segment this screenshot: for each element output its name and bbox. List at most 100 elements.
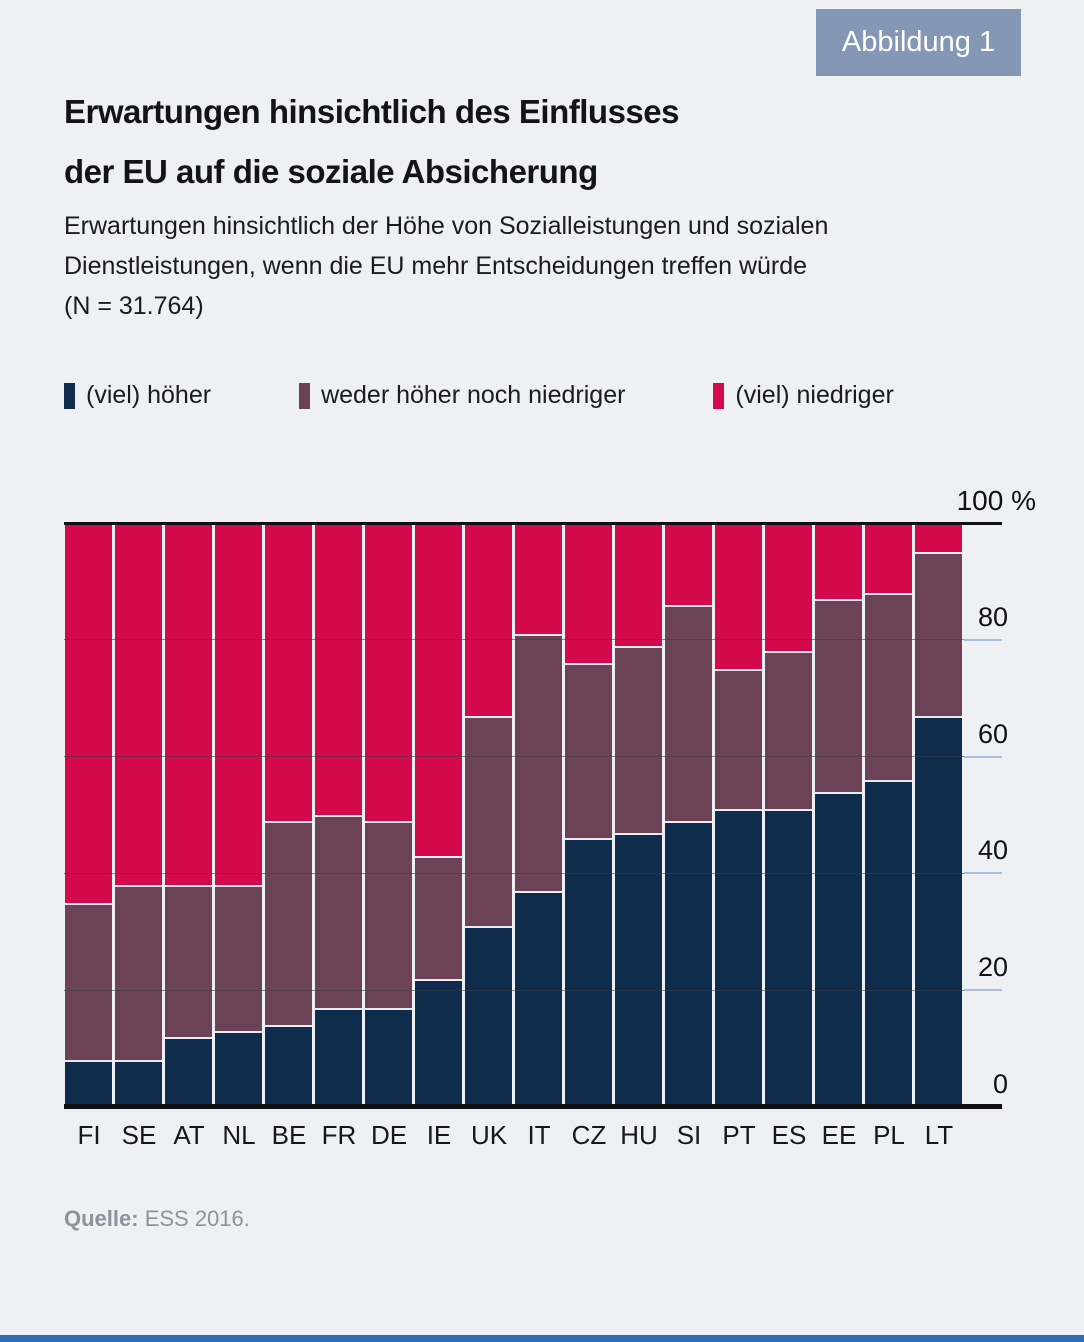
y-axis-label-20: 20	[977, 952, 1008, 983]
figure-subtitle: Erwartungen hinsichtlich der Höhe von So…	[64, 206, 828, 326]
x-axis-label-AT: AT	[173, 1120, 205, 1150]
y-tick-60	[964, 755, 1002, 758]
legend-item-1: weder höher noch niedriger	[299, 381, 625, 410]
gridline-40	[64, 872, 964, 874]
segment-LT-0	[915, 715, 962, 1107]
x-axis-label-EE: EE	[821, 1120, 857, 1150]
segment-UK-1	[465, 715, 512, 926]
segment-LT-1	[915, 552, 962, 716]
segment-FI-0	[65, 1060, 112, 1107]
legend-item-0: (viel) höher	[64, 381, 211, 410]
bar-EE	[815, 523, 862, 1107]
segment-IE-2	[415, 523, 462, 856]
segment-CZ-2	[565, 523, 612, 664]
x-axis-label-HU: HU	[620, 1120, 658, 1150]
figure-title-line1: Erwartungen hinsichtlich des Einflusses	[64, 93, 679, 130]
segment-ES-2	[765, 523, 812, 652]
y-axis-top-label: 100 %	[956, 485, 1036, 516]
figure-subtitle-line2: Dienstleistungen, wenn die EU mehr Entsc…	[64, 252, 808, 280]
gridline-20	[64, 989, 964, 991]
segment-DE-1	[365, 820, 412, 1008]
x-axis-label-BE: BE	[271, 1120, 307, 1150]
axis-line-100	[64, 522, 1002, 525]
segment-SI-0	[665, 820, 712, 1107]
legend-label: (viel) höher	[86, 381, 212, 409]
segment-AT-0	[165, 1036, 212, 1107]
y-tick-20	[964, 989, 1002, 992]
segment-EE-0	[815, 791, 862, 1107]
x-axis-label-UK: UK	[470, 1120, 508, 1150]
segment-AT-2	[165, 523, 212, 886]
y-tick-80	[964, 638, 1002, 641]
segment-PL-1	[865, 593, 912, 780]
figure-subtitle-line1: Erwartungen hinsichtlich der Höhe von So…	[64, 212, 829, 240]
legend-swatch-icon	[64, 382, 75, 409]
segment-EE-1	[815, 598, 862, 792]
figure-subtitle-line3: (N = 31.764)	[64, 292, 204, 320]
legend-swatch-icon	[299, 382, 311, 409]
segment-AT-1	[165, 885, 212, 1037]
bar-NL	[215, 523, 262, 1107]
segment-BE-1	[265, 820, 312, 1026]
legend-item-2: (viel) niedriger	[713, 381, 894, 410]
source-label: Quelle:	[64, 1206, 139, 1231]
segment-NL-1	[215, 885, 262, 1032]
segment-IT-0	[515, 890, 562, 1107]
y-tick-40	[964, 872, 1002, 875]
x-axis-label-SE: SE	[121, 1120, 157, 1150]
bar-CZ	[565, 523, 612, 1107]
segment-PT-2	[715, 523, 762, 669]
bar-ES	[765, 523, 812, 1107]
gridline-60	[64, 756, 964, 758]
bar-HU	[615, 523, 662, 1107]
segment-ES-1	[765, 651, 812, 810]
legend-swatch-icon	[713, 382, 725, 409]
x-axis-label-PT: PT	[722, 1120, 756, 1150]
segment-PL-2	[865, 523, 912, 594]
bar-DE	[365, 523, 412, 1107]
segment-SE-0	[115, 1060, 162, 1107]
segment-HU-1	[615, 645, 662, 833]
source-text: ESS 2016.	[138, 1206, 250, 1231]
segment-DE-0	[365, 1007, 412, 1107]
segment-IE-0	[415, 978, 462, 1107]
axis-line-0	[64, 1104, 1002, 1109]
segment-FI-2	[65, 523, 112, 903]
segment-CZ-0	[565, 838, 612, 1107]
bar-SE	[115, 523, 162, 1107]
bar-IE	[415, 523, 462, 1107]
segment-UK-2	[465, 523, 512, 716]
legend-label: (viel) niedriger	[735, 381, 894, 409]
bar-PL	[865, 523, 912, 1107]
segment-FR-1	[315, 815, 362, 1008]
figure-badge: Abbildung 1	[816, 9, 1021, 76]
x-axis-label-LT: LT	[924, 1120, 954, 1150]
bar-PT	[715, 523, 762, 1107]
segment-UK-0	[465, 925, 512, 1107]
x-axis-label-PL: PL	[873, 1120, 905, 1150]
segment-FI-1	[65, 902, 112, 1061]
segment-HU-0	[615, 832, 662, 1107]
y-axis-label-40: 40	[977, 835, 1008, 866]
x-axis-label-FI: FI	[77, 1120, 101, 1150]
y-axis-label-60: 60	[977, 718, 1008, 749]
segment-DE-2	[365, 523, 412, 821]
bar-LT	[915, 523, 962, 1107]
x-axis-label-CZ: CZ	[571, 1120, 607, 1150]
chart-legend: (viel) höher weder höher noch niedriger (v…	[64, 381, 894, 410]
segment-ES-0	[765, 809, 812, 1107]
figure-title: Erwartungen hinsichtlich des Einflusses …	[64, 82, 679, 202]
segment-LT-2	[915, 523, 962, 553]
segment-SI-1	[665, 604, 712, 821]
x-axis-label-FR: FR	[321, 1120, 357, 1150]
x-axis-label-DE: DE	[370, 1120, 408, 1150]
plot-area	[64, 523, 964, 1107]
x-axis-label-IE: IE	[426, 1120, 452, 1150]
segment-BE-0	[265, 1025, 312, 1107]
legend-label: weder höher noch niedriger	[321, 381, 626, 409]
x-axis-label-NL: NL	[222, 1120, 256, 1150]
segment-SI-2	[665, 523, 712, 605]
segment-IT-2	[515, 523, 562, 634]
figure-badge-label: Abbildung 1	[841, 26, 996, 58]
